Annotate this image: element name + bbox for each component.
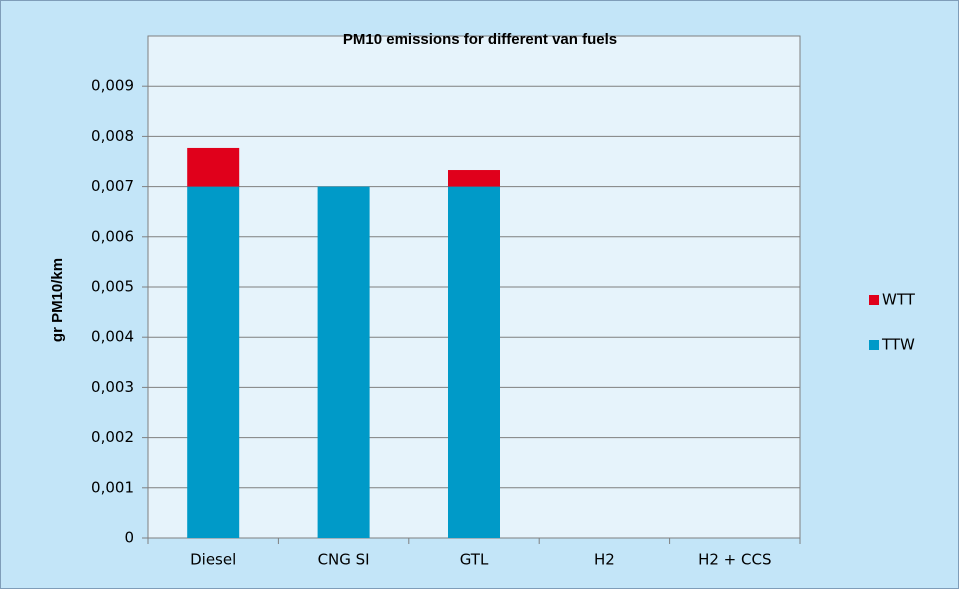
bar-segment (187, 147, 240, 187)
y-tick-label: 0,004 (91, 328, 134, 346)
y-tick-label: 0,001 (91, 478, 134, 496)
x-tick-label: GTL (460, 551, 489, 569)
y-tick-label: 0,005 (91, 278, 134, 296)
chart-title: PM10 emissions for different van fuels (343, 31, 617, 48)
y-tick-label: 0 (124, 529, 134, 547)
y-tick-label: 0,003 (91, 378, 134, 396)
x-tick-label: H2 (594, 551, 615, 569)
bar-segment (448, 186, 500, 538)
bar-segment (317, 186, 370, 538)
x-tick-label: H2 + CCS (698, 551, 771, 569)
y-tick-label: 0,002 (91, 428, 134, 446)
legend-swatch (869, 340, 879, 350)
bar-segment (448, 170, 500, 187)
y-tick-label: 0,007 (91, 177, 134, 195)
y-tick-label: 0,008 (91, 127, 134, 145)
legend-label: TTW (881, 336, 915, 354)
y-tick-label: 0,006 (91, 227, 134, 245)
x-tick-label: CNG SI (318, 551, 370, 569)
legend-swatch (869, 295, 879, 305)
y-tick-label: 0,009 (91, 77, 134, 95)
x-tick-label: Diesel (190, 551, 236, 569)
bar-segment (187, 186, 240, 538)
y-axis-label: gr PM10/km (49, 258, 66, 342)
legend-label: WTT (882, 291, 916, 309)
